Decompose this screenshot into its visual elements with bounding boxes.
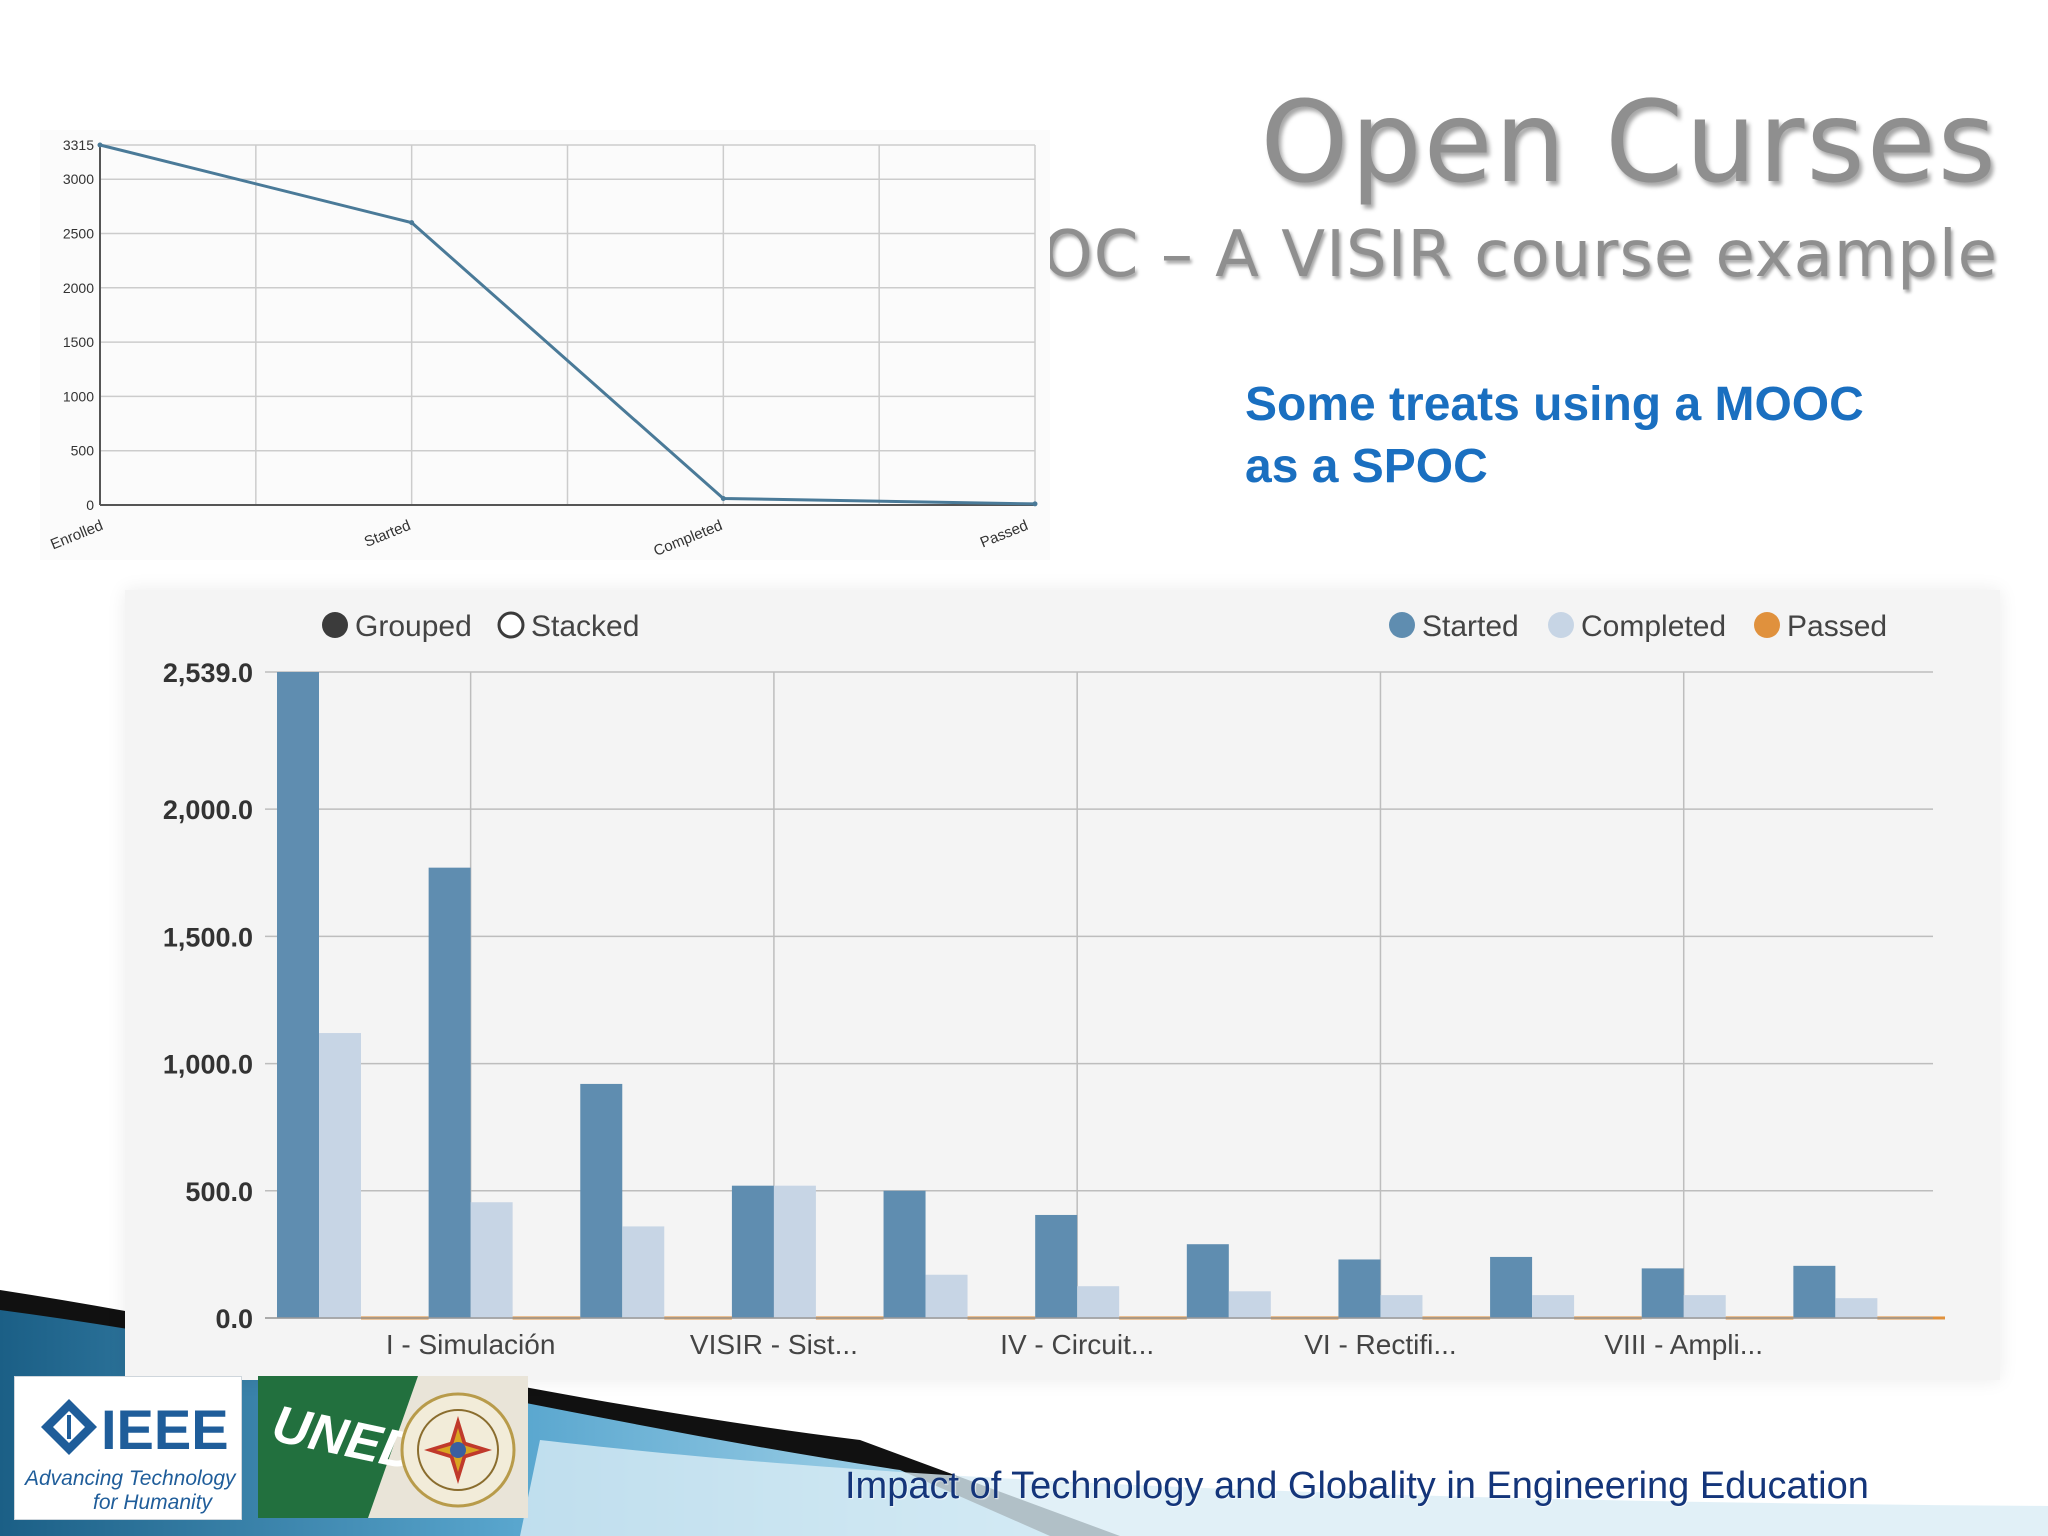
- bar-completed: [1380, 1295, 1423, 1318]
- bar-started: [883, 1190, 926, 1318]
- line-chart-y-tick: 0: [86, 497, 94, 513]
- bar-started: [277, 672, 319, 1318]
- ieee-logo-graphic: IEEE Advancing Technology for Humanity: [23, 1398, 237, 1514]
- mode-stacked-label: Stacked: [531, 610, 639, 643]
- bar-started: [580, 1083, 623, 1318]
- footer-text: Impact of Technology and Globality in En…: [845, 1465, 1869, 1507]
- funnel-line-chart: 0 500 1000 1500 2000 2500 3000 3315 Enrolled Star…: [40, 130, 1050, 560]
- bar-chart-y-tick: 1,000.0: [163, 1050, 253, 1080]
- bar-completed: [470, 1202, 513, 1318]
- line-chart-point: [97, 142, 103, 148]
- legend-item-completed[interactable]: Completed: [1548, 610, 1726, 643]
- legend-label: Started: [1422, 610, 1519, 643]
- bar-chart-x-tick: IV - Circuit...: [1000, 1329, 1154, 1360]
- legend-swatch-icon: [1389, 612, 1415, 638]
- bar-started: [428, 867, 471, 1318]
- bar-started: [1490, 1256, 1533, 1318]
- bar-started: [1186, 1244, 1229, 1318]
- line-chart-y-tick: 3000: [63, 171, 94, 187]
- line-chart-point: [720, 495, 726, 501]
- line-chart-point: [1032, 501, 1038, 507]
- ieee-tagline-2: for Humanity: [93, 1491, 214, 1514]
- legend-item-started[interactable]: Started: [1389, 610, 1519, 643]
- legend-swatch-icon: [1548, 612, 1574, 638]
- bar-chart-x-tick: VI - Rectifi...: [1304, 1329, 1456, 1360]
- modules-bar-chart-svg: Grouped Stacked Started Completed Passed 0…: [163, 610, 1945, 1360]
- line-chart-x-tick: Enrolled: [48, 517, 105, 553]
- bar-completed: [1835, 1298, 1878, 1318]
- line-chart-y-tick: 2000: [63, 280, 94, 296]
- bar-completed: [1683, 1295, 1726, 1318]
- bar-chart-x-tick: I - Simulación: [386, 1329, 556, 1360]
- legend-item-passed[interactable]: Passed: [1754, 610, 1887, 643]
- bar-started: [1035, 1214, 1078, 1318]
- legend-label: Passed: [1787, 610, 1887, 643]
- ieee-diamond-icon: [41, 1399, 97, 1455]
- ieee-logo: IEEE Advancing Technology for Humanity: [14, 1376, 242, 1520]
- line-chart-y-tick: 1500: [63, 334, 94, 350]
- treats-line-1: Some treats using a MOOC: [1245, 378, 1864, 431]
- legend-label: Completed: [1581, 610, 1726, 643]
- slide-subtitle: MOOC – A VISIR course example: [934, 218, 1998, 292]
- mode-toggle-grouped[interactable]: Grouped: [322, 610, 472, 643]
- bar-started: [1793, 1265, 1836, 1318]
- bar-completed: [1077, 1286, 1120, 1318]
- modules-bar-chart: Grouped Stacked Started Completed Passed 0…: [125, 590, 2000, 1380]
- bar-chart-x-tick: VIII - Ampli...: [1604, 1329, 1763, 1360]
- bar-completed: [319, 1033, 361, 1318]
- line-chart-x-tick: Completed: [651, 517, 725, 560]
- bar-started: [1641, 1268, 1684, 1318]
- bar-chart-y-tick: 500.0: [185, 1177, 253, 1207]
- line-chart-x-tick: Passed: [978, 517, 1031, 552]
- mode-toggle-stacked[interactable]: Stacked: [497, 610, 639, 643]
- line-chart-y-tick: 500: [71, 443, 95, 459]
- treats-line-2: as a SPOC: [1245, 440, 1488, 493]
- line-chart-y-tick: 3315: [63, 137, 94, 153]
- line-chart-x-tick: Started: [362, 517, 413, 551]
- line-chart-y-tick: 1000: [63, 388, 94, 404]
- bar-started: [1338, 1259, 1381, 1318]
- uned-logo: UNED: [258, 1376, 528, 1518]
- radio-stacked-icon[interactable]: [497, 611, 525, 639]
- bar-chart-y-tick: 2,539.0: [163, 658, 253, 688]
- slide-title: Open Curses: [1260, 78, 1998, 208]
- ieee-tagline-1: Advancing Technology: [23, 1467, 237, 1490]
- legend-swatch-icon: [1754, 612, 1780, 638]
- treats-text: Some treats using a MOOC as a SPOC: [1245, 374, 1965, 498]
- bar-started: [731, 1185, 774, 1318]
- mode-grouped-label: Grouped: [355, 610, 472, 643]
- line-chart-y-tick: 2500: [63, 226, 94, 242]
- bar-completed: [925, 1274, 968, 1318]
- bar-completed: [622, 1226, 665, 1318]
- uned-logo-graphic: UNED: [258, 1376, 528, 1518]
- ieee-wordmark: IEEE: [101, 1398, 229, 1461]
- radio-grouped-icon[interactable]: [322, 612, 348, 638]
- bar-completed: [773, 1185, 816, 1318]
- bar-completed: [1532, 1295, 1575, 1318]
- funnel-line-chart-svg: 0 500 1000 1500 2000 2500 3000 3315 Enrolled Star…: [48, 137, 1038, 560]
- chart-legend: Started Completed Passed: [1389, 610, 1887, 643]
- line-chart-point: [409, 220, 415, 226]
- bar-chart-x-tick: VISIR - Sist...: [690, 1329, 858, 1360]
- bar-chart-y-tick: 0.0: [215, 1304, 253, 1334]
- bar-completed: [1228, 1291, 1271, 1318]
- line-chart-series: [99, 143, 1036, 506]
- uned-seal-icon: [400, 1392, 516, 1508]
- bar-chart-y-tick: 1,500.0: [163, 922, 253, 952]
- bar-chart-y-tick: 2,000.0: [163, 795, 253, 825]
